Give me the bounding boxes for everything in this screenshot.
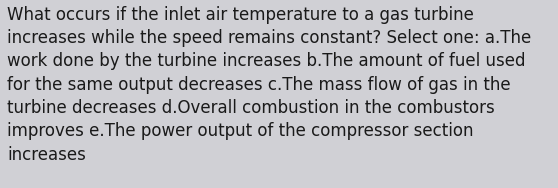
Text: What occurs if the inlet air temperature to a gas turbine
increases while the sp: What occurs if the inlet air temperature… [7,6,532,164]
